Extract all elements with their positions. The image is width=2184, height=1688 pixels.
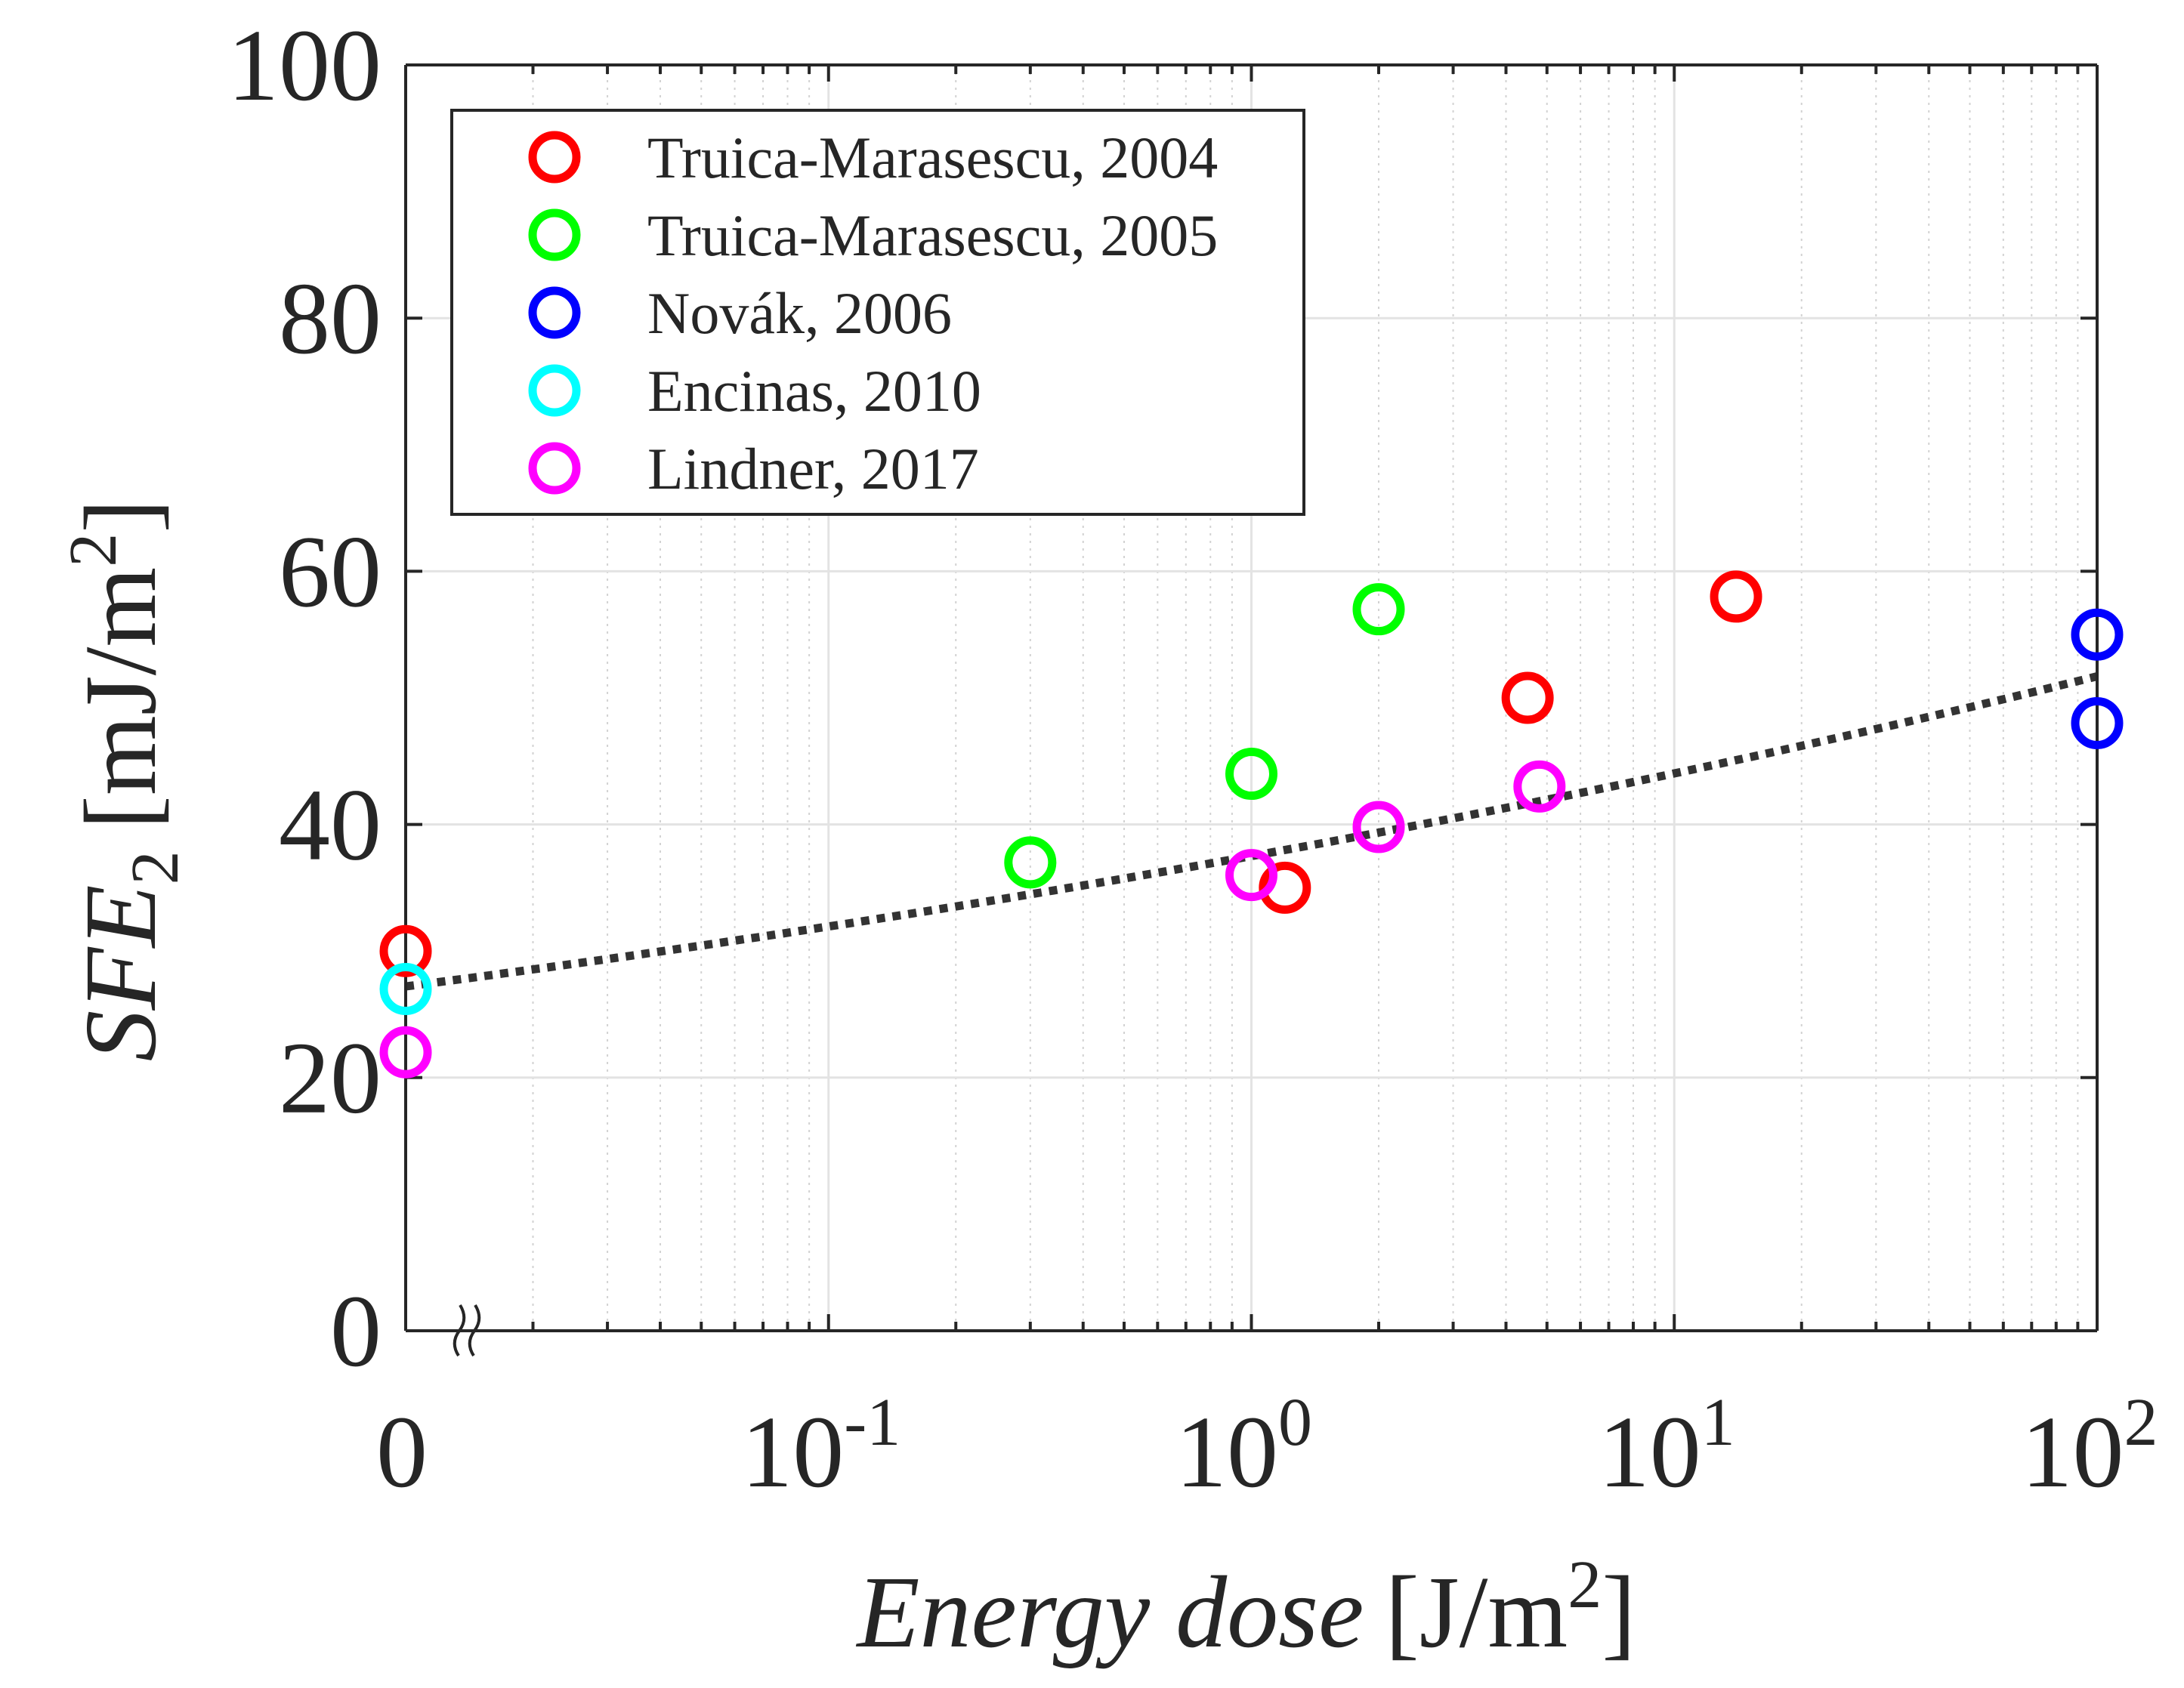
x-tick-label-exponent: 0 bbox=[1278, 1385, 1312, 1460]
data-point-series-5 bbox=[1225, 849, 1277, 902]
legend-marker-series-3 bbox=[528, 286, 581, 339]
y-axis-title-sub: 2 bbox=[118, 850, 193, 884]
x-tick-label: 100 bbox=[1175, 1385, 1312, 1509]
data-point-series-2 bbox=[1004, 836, 1057, 889]
y-axis-title: SFE2[mJ/m2] bbox=[56, 498, 193, 1061]
y-tick-label: 20 bbox=[279, 1022, 382, 1135]
legend-marker-series-4 bbox=[528, 364, 581, 417]
x-axis-title-close: ] bbox=[1602, 1556, 1636, 1669]
x-tick-label-base: 10 bbox=[741, 1396, 844, 1509]
data-point-series-1 bbox=[379, 924, 432, 977]
data-point-series-2 bbox=[1225, 748, 1277, 801]
y-axis-title-close: ] bbox=[64, 498, 178, 532]
x-tick-label-base: 10 bbox=[1599, 1396, 1701, 1509]
data-points bbox=[379, 570, 2124, 1079]
x-tick-label-base: 10 bbox=[1175, 1396, 1278, 1509]
y-tick-label: 100 bbox=[227, 9, 382, 122]
data-point-series-4 bbox=[379, 962, 432, 1015]
x-tick-label: 101 bbox=[1599, 1385, 1735, 1509]
legend-label-series-2: Truica-Marasescu, 2005 bbox=[647, 202, 1218, 268]
data-point-series-1 bbox=[1710, 570, 1762, 623]
data-point-series-5 bbox=[1352, 801, 1405, 853]
data-point-series-5 bbox=[379, 1026, 432, 1079]
data-point-series-1 bbox=[1259, 861, 1311, 914]
x-axis-title-sup: 2 bbox=[1568, 1548, 1602, 1622]
legend-marker-series-5 bbox=[528, 442, 581, 495]
legend-box bbox=[450, 109, 1305, 516]
x-tick-label: 10-1 bbox=[741, 1385, 900, 1509]
x-axis-title-italic: Energy dose bbox=[855, 1556, 1364, 1669]
x-tick-label-exponent: 1 bbox=[1701, 1385, 1735, 1460]
data-point-series-2 bbox=[1352, 583, 1405, 636]
x-tick-label-base: 10 bbox=[2022, 1396, 2124, 1509]
y-tick-label: 80 bbox=[279, 262, 382, 375]
legend-marker-series-1 bbox=[528, 131, 581, 184]
legend-marker-series-2 bbox=[528, 208, 581, 261]
y-axis-title-italic: SFE bbox=[64, 884, 178, 1061]
fit-curve-group bbox=[405, 672, 2099, 991]
legend-label-series-3: Novák, 2006 bbox=[647, 280, 952, 346]
y-tick-label: 0 bbox=[330, 1275, 382, 1388]
y-tick-label: 40 bbox=[279, 769, 382, 882]
axis-break-mark bbox=[453, 1304, 466, 1357]
x-tick-label: 102 bbox=[2022, 1385, 2158, 1509]
y-axis-title-unit: [mJ/m bbox=[64, 567, 178, 830]
x-axis-title: Energy dose [J/m2] bbox=[855, 1548, 1636, 1669]
legend-label-series-4: Encinas, 2010 bbox=[647, 358, 981, 424]
x-tick-label-zero: 0 bbox=[376, 1396, 428, 1509]
y-axis-title-sup: 2 bbox=[56, 533, 131, 567]
y-tick-label: 60 bbox=[279, 515, 382, 628]
legend: Truica-Marasescu, 2004 Truica-Marasescu, … bbox=[450, 109, 1305, 516]
x-tick-label-exponent: -1 bbox=[844, 1385, 900, 1460]
legend-label-series-5: Lindner, 2017 bbox=[647, 436, 979, 501]
data-point-series-3 bbox=[2071, 608, 2124, 661]
x-tick-label-exponent: 2 bbox=[2124, 1385, 2158, 1460]
data-point-series-5 bbox=[1513, 760, 1566, 813]
axis-break-mark bbox=[468, 1304, 481, 1357]
fit-curve bbox=[405, 672, 2099, 991]
legend-label-series-1: Truica-Marasescu, 2004 bbox=[647, 125, 1218, 190]
data-point-series-3 bbox=[2071, 697, 2124, 750]
data-point-series-1 bbox=[1501, 671, 1554, 724]
x-axis-title-unit: [J/m bbox=[1385, 1556, 1568, 1669]
